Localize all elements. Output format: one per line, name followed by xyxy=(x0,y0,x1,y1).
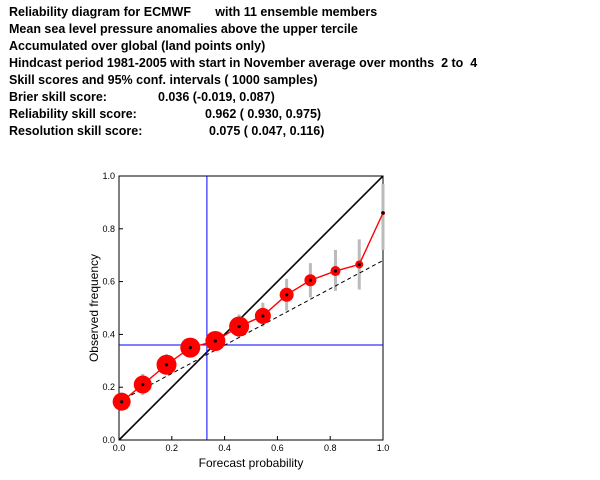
reliability-point-center xyxy=(188,346,192,350)
y-axis-label: Observed frequency xyxy=(87,254,101,362)
reliability-point-center xyxy=(357,262,361,267)
x-tick-label: 0.2 xyxy=(166,443,179,453)
reliability-score-label: Reliability skill score: xyxy=(9,107,137,121)
reliability-point-center xyxy=(381,211,385,215)
variable-description: Mean sea level pressure anomalies above … xyxy=(9,22,358,36)
reliability-point-center xyxy=(164,363,169,367)
chart-header: Reliability diagram for ECMWF with 11 en… xyxy=(9,4,477,140)
resolution-score-row: Resolution skill score: 0.075 ( 0.047, 0… xyxy=(9,123,477,140)
y-tick-label: 1.0 xyxy=(102,171,115,181)
reliability-point-center xyxy=(261,314,265,318)
reliability-score-value: 0.962 ( 0.930, 0.975) xyxy=(205,107,322,121)
region-description: Accumulated over global (land points onl… xyxy=(9,39,266,53)
perfect-reliability-line xyxy=(118,175,384,441)
reliability-point-center xyxy=(308,278,312,282)
x-tick-label: 0.8 xyxy=(324,443,337,453)
chart-title: Reliability diagram for ECMWF with 11 en… xyxy=(9,5,378,19)
y-tick-label: 0.8 xyxy=(102,224,115,234)
brier-score-value: 0.036 (-0.019, 0.087) xyxy=(158,90,275,104)
resolution-score-value: 0.075 ( 0.047, 0.116) xyxy=(209,124,325,138)
reliability-point-center xyxy=(213,339,217,343)
reliability-point-center xyxy=(141,382,145,387)
resolution-score-label: Resolution skill score: xyxy=(9,124,143,138)
y-tick-label: 0.4 xyxy=(102,329,115,339)
brier-score-row: Brier skill score: 0.036 (-0.019, 0.087) xyxy=(9,89,477,106)
y-tick-label: 0.0 xyxy=(102,435,115,445)
x-axis-label: Forecast probability xyxy=(199,456,304,470)
x-tick-label: 1.0 xyxy=(377,443,390,453)
y-tick-label: 0.2 xyxy=(102,382,115,392)
reliability-point-center xyxy=(120,400,124,404)
x-tick-label: 0.6 xyxy=(271,443,284,453)
x-tick-label: 0.0 xyxy=(113,443,126,453)
plot-frame xyxy=(118,175,384,441)
x-tick-label: 0.4 xyxy=(218,443,231,453)
brier-score-label: Brier skill score: xyxy=(9,90,107,104)
confidence-interval-note: Skill scores and 95% conf. intervals ( 1… xyxy=(9,73,318,87)
reliability-score-row: Reliability skill score: 0.962 ( 0.930, … xyxy=(9,106,477,123)
reliability-point-center xyxy=(237,324,241,329)
reliability-fit-line xyxy=(118,260,384,403)
reliability-point-center xyxy=(333,269,338,273)
hindcast-description: Hindcast period 1981-2005 with start in … xyxy=(9,56,478,70)
y-tick-label: 0.6 xyxy=(102,277,115,287)
reliability-point-center xyxy=(285,293,289,297)
